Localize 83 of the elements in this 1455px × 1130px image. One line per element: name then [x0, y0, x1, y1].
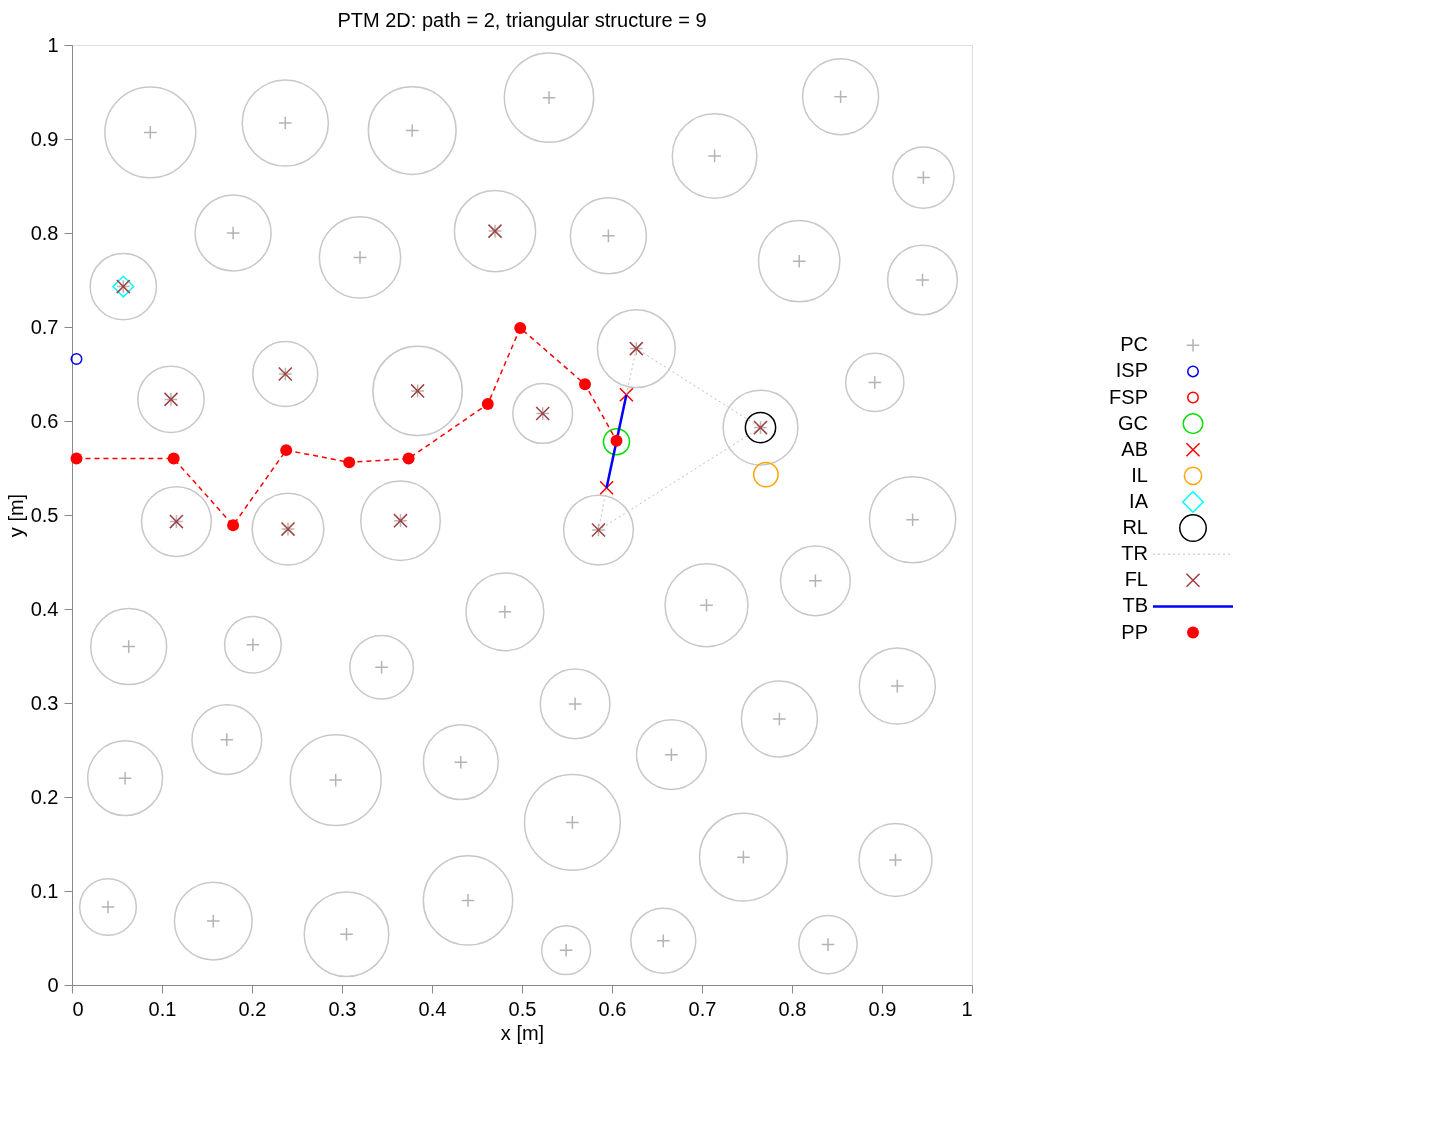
point	[568, 696, 583, 712]
point	[206, 914, 221, 929]
point	[888, 852, 903, 868]
point	[278, 115, 293, 131]
legend-label: AB	[1121, 437, 1148, 460]
point	[352, 250, 368, 265]
x-tick-label: 0.9	[868, 997, 897, 1020]
point	[833, 89, 848, 104]
legend-label: FSP	[1109, 385, 1148, 408]
x-tick-label: 0.5	[508, 997, 537, 1020]
point	[565, 815, 580, 830]
legend-label: FL	[1124, 568, 1148, 591]
legend-label: PC	[1120, 333, 1148, 356]
point	[374, 660, 389, 675]
point	[460, 893, 476, 908]
point	[867, 375, 882, 390]
x-axis-title: x [m]	[500, 1021, 545, 1044]
legend-label: TR	[1121, 542, 1148, 565]
chart-title: PTM 2D: path = 2, triangular structure = 9	[337, 9, 707, 31]
point	[328, 773, 343, 788]
point	[121, 639, 136, 654]
legend-label: IA	[1129, 489, 1149, 512]
y-tick-label: 0.5	[30, 503, 59, 526]
x-tick-label: 1	[961, 997, 973, 1020]
point	[905, 512, 920, 527]
point	[579, 378, 591, 391]
legend-label: RL	[1122, 516, 1148, 539]
x-tick-label: 0.6	[598, 997, 627, 1020]
x-tick-label: 0.1	[148, 997, 177, 1020]
point	[890, 679, 905, 694]
y-tick-label: 0.6	[30, 409, 59, 432]
point	[497, 604, 512, 619]
point	[453, 755, 468, 770]
y-tick-label: 0.1	[30, 879, 59, 902]
point	[405, 123, 420, 138]
point	[339, 927, 354, 942]
legend-label: IL	[1131, 463, 1148, 486]
point	[916, 170, 931, 185]
point	[772, 711, 787, 727]
point	[599, 480, 614, 496]
point	[143, 125, 158, 140]
y-tick-label: 0.7	[30, 315, 59, 338]
point	[226, 225, 241, 241]
point	[70, 452, 83, 465]
point	[707, 148, 722, 163]
point	[915, 272, 930, 288]
point	[167, 452, 180, 465]
y-tick-label: 0.3	[30, 691, 59, 714]
point	[792, 254, 807, 269]
point	[514, 321, 527, 334]
y-tick-label: 0.4	[30, 597, 59, 620]
point	[227, 519, 240, 532]
point	[619, 387, 634, 402]
legend-label: PP	[1121, 620, 1148, 643]
point	[736, 850, 751, 865]
x-tick-label: 0.2	[238, 997, 267, 1020]
y-axis-title: y [m]	[4, 493, 27, 538]
y-tick-label: 1	[47, 33, 59, 56]
point	[70, 352, 83, 365]
y-tick-label: 0.8	[30, 221, 59, 244]
x-tick-label: 0.3	[328, 997, 357, 1020]
y-tick-label: 0.2	[30, 785, 59, 808]
point	[481, 398, 494, 411]
point	[656, 933, 671, 948]
legend-label: ISP	[1115, 359, 1148, 382]
point	[343, 456, 356, 469]
point	[280, 444, 293, 457]
legend-label: GC	[1118, 411, 1148, 434]
y-tick-label: 0	[47, 973, 59, 996]
point	[118, 771, 133, 786]
y-tick-label: 0.9	[30, 127, 59, 150]
x-tick-label: 0.7	[688, 997, 717, 1020]
x-tick-label: 0	[72, 997, 84, 1020]
point	[601, 228, 616, 243]
point	[699, 598, 714, 613]
point	[402, 452, 415, 465]
point	[808, 573, 823, 588]
point	[219, 732, 234, 747]
point	[541, 90, 557, 105]
legend-label: TB	[1122, 594, 1148, 617]
point	[664, 747, 679, 762]
x-tick-label: 0.4	[418, 997, 447, 1020]
x-tick-label: 0.8	[778, 997, 807, 1020]
